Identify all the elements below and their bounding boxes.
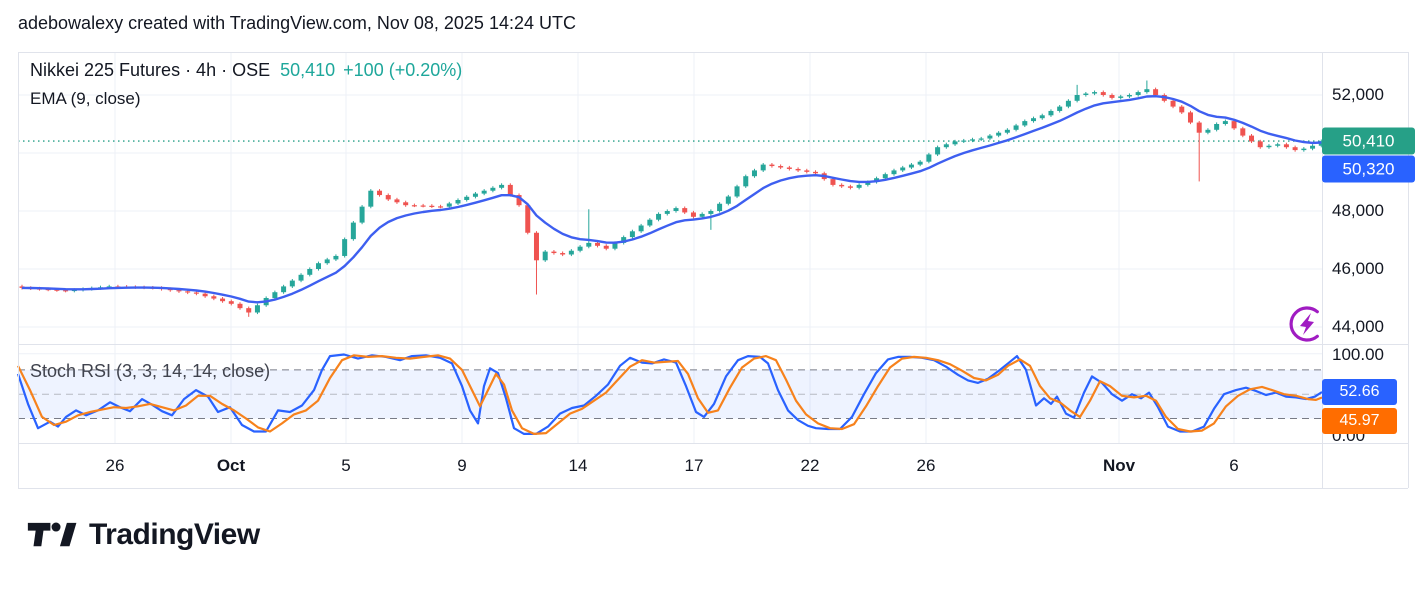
candles[interactable] [19,80,1324,317]
time-axis-label: Nov [1102,456,1136,475]
time-axis-label: 17 [684,456,704,475]
tradingview-logo[interactable]: TradingView [27,518,260,552]
grid-lines [18,52,1322,443]
attribution-text: adebowalexy created with TradingView.com… [18,13,576,33]
symbol-title: Nikkei 225 Futures · 4h · OSE [30,60,271,80]
stoch-d-line [17,354,1323,435]
price-axis-label: 52,000 [1332,85,1384,104]
ema-line [21,94,1322,304]
stoch-rsi-legend[interactable]: Stoch RSI (3, 3, 14, 14, close) [30,361,271,381]
time-axis-label: 6 [1229,456,1239,475]
ema-indicator-legend[interactable]: EMA (9, close) [30,89,141,108]
time-axis-label: 5 [341,456,351,475]
flash-icon[interactable] [1286,303,1328,345]
price-axis-label: 48,000 [1332,201,1384,220]
stoch-axis-label: 100.00 [1332,345,1384,364]
time-axis-label: Oct [216,456,246,475]
price-axis-label: 44,000 [1332,317,1384,336]
tradingview-logo-mark [27,522,77,547]
last-price-value: 50,410 [280,60,336,80]
time-axis-label: 22 [800,456,820,475]
pane-frame [18,52,1409,489]
tradingview-logo-text: TradingView [89,518,260,551]
indicator-badge: 52.66 [1322,379,1397,405]
stoch-k-line [16,353,1323,435]
time-axis-label: 9 [457,456,467,475]
time-axis-label: 26 [916,456,936,475]
indicator-badge: 45.97 [1322,408,1397,434]
time-axis-label: 14 [568,456,588,475]
chart-legend[interactable]: Nikkei 225 Futures · 4h · OSE 50,410 +100 … [30,60,462,81]
price-badge: 50,320 [1322,155,1415,183]
price-axis-label: 46,000 [1332,259,1384,278]
price-badge: 50,410 [1322,127,1415,155]
price-change: +100 (+0.20%) [343,60,463,80]
time-axis-label: 26 [105,456,125,475]
